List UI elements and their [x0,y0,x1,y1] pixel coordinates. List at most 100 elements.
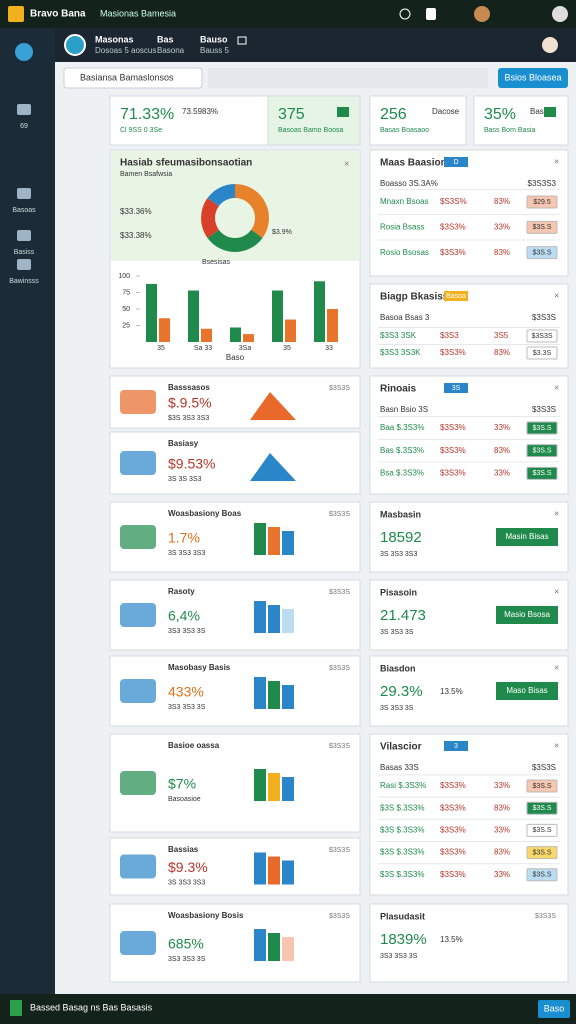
card-mid: 13.5% [440,935,463,944]
pill-label: $3S.S [532,872,551,879]
kpi-sub: Bass Bom Basia [484,127,535,134]
sidebar-icon[interactable] [17,104,31,115]
pill [526,801,558,815]
card-icon [120,390,156,414]
table-cell: 33% [494,781,510,790]
table-cell: $3S3% [440,423,466,432]
button[interactable] [496,682,558,700]
close-icon[interactable]: × [554,156,559,166]
donut-slice [201,198,219,238]
card-mid: 13.5% [440,687,463,696]
table-cell: 33% [494,222,510,231]
donut-label: $3.9% [272,229,292,236]
sidebar-icon[interactable] [17,188,31,199]
card-corner: $3S3S [329,847,350,854]
avatar[interactable] [474,6,490,22]
card-value: 29.3% [380,683,423,700]
y-tick-label: 25 [122,322,130,329]
tab[interactable]: Masionas Bamesia [100,8,176,18]
sidebar-label: Basoas [12,207,36,214]
sidebar-icon[interactable] [17,230,31,241]
avatar[interactable] [552,6,568,22]
pill [526,246,558,260]
close-icon[interactable]: × [554,508,559,518]
table-cell: 33% [494,468,510,477]
card [267,95,361,146]
table-cell: $S3S% [440,197,467,206]
footer-bar [0,994,576,1024]
button[interactable] [496,528,558,546]
card-icon [120,931,156,955]
card-subtitle: Bamen Bsafwsia [120,171,172,178]
footer-text: Bassed Basag ns Bas Basasis [30,1002,153,1012]
mini-chart-bar [268,681,280,709]
mini-chart [250,392,296,420]
card-sub: 3S 3S3 3S3 [168,879,205,886]
mini-chart-bar [282,777,294,801]
card-value: 433% [168,684,204,700]
nav-title: Masonas [95,34,134,44]
donut-label: $33.36% [120,207,152,216]
table-cell: 33% [494,870,510,879]
pill [526,444,558,458]
mini-chart-bar [268,605,280,633]
table-cell: 83% [494,848,510,857]
card-value: 18592 [380,529,422,546]
close-icon[interactable]: × [554,740,559,750]
close-icon[interactable]: × [554,290,559,300]
button-label[interactable]: Bsios Bloasea [504,72,561,82]
button[interactable] [496,606,558,624]
table-cell: $3S3% [440,248,466,257]
card-icon [120,525,156,549]
badge [444,741,468,751]
pill [526,346,558,360]
primary-button[interactable] [498,68,568,88]
table-cell: 83% [494,348,510,357]
sidebar-icon[interactable] [17,259,31,270]
close-icon[interactable]: × [554,662,559,672]
card [369,903,569,983]
footer-button-label[interactable]: Baso [544,1003,565,1013]
card-corner: $3S3S [329,913,350,920]
badge [544,107,556,117]
card-title: Basioe oassa [168,741,220,750]
card-value: 1839% [380,931,427,948]
close-icon[interactable]: × [554,382,559,392]
kpi-sub: Basoas Bamo Boosa [278,127,343,134]
card-sub: 3S 3S 3S3 [168,476,202,483]
icon[interactable] [426,8,436,20]
icon[interactable] [237,36,247,45]
mini-chart [250,453,296,481]
search-box[interactable] [63,67,203,89]
table-cell: $3S3% [440,848,466,857]
card-sub: 3S3 3S3 3S [380,953,418,960]
x-tick-label: 33 [325,345,333,352]
table-cell: $3S3% [440,222,466,231]
pill-label: $3S.S [532,805,551,812]
donut-slice [207,229,263,253]
donut-label: Bsesisas [202,259,231,266]
brand: Bravo Bana [30,9,86,20]
bar [285,319,296,342]
avatar[interactable] [64,34,86,56]
footer-button[interactable] [538,1000,570,1018]
nav-bar [0,28,576,62]
badge-label: 3 [454,743,458,750]
card-title: Pisasoin [380,587,417,597]
mini-chart-bar [268,933,280,961]
close-icon[interactable]: × [344,158,349,168]
search-placeholder[interactable]: Basiansa Bamaslonsos [80,72,174,82]
pill-label: $3S.S [532,470,551,477]
card-sub: 3S 3S3 3S3 [380,551,417,558]
sidebar-icon[interactable] [15,43,33,61]
avatar[interactable] [542,37,558,53]
card-corner: $3S3S [329,589,350,596]
mini-chart-bar [282,685,294,709]
table-cell: $3S $.3S3% [380,848,424,857]
card-title: Woasbasiony Boas [168,509,242,518]
y-tick-label: 50 [122,306,130,313]
close-icon[interactable]: × [554,586,559,596]
table-cell: $3S3 3S3K [380,348,421,357]
icon[interactable] [399,8,411,20]
table-cell: 3S5 [494,331,509,340]
